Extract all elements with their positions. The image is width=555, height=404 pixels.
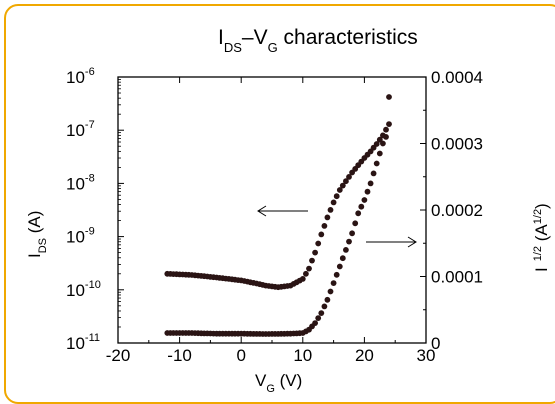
ids-data-point [386,121,392,127]
chart-title: IDS–VG characteristics [218,26,418,55]
y-right-tick-label: 0 [431,334,440,353]
series-sqrt-ids [164,94,392,337]
y-right-tick-labels: 0 0.0001 0.0002 0.0003 0.0004 [431,68,483,353]
x-tick-label: 30 [417,346,436,365]
y-left-tick-label: 10-10 [66,279,101,300]
sqrt-ids-data-point [383,134,389,140]
ids-data-point [315,240,322,247]
y-right-axis-label: I1/2 (A1/2) [532,203,551,272]
y-right-tick-label: 0.0002 [431,201,483,220]
y-right-tick-label: 0.0003 [431,135,483,154]
sqrt-ids-data-point [312,320,318,326]
ids-data-point [318,231,325,238]
x-tick-label: 10 [293,346,312,365]
sqrt-ids-data-point [355,210,362,217]
x-tick-label: 20 [355,346,374,365]
ids-data-point [330,199,337,206]
sqrt-ids-data-point [364,188,371,195]
ids-data-point [321,223,328,229]
ids-data-point [333,193,340,200]
sqrt-ids-data-point [358,203,365,210]
sqrt-ids-data-point [343,247,349,253]
x-axis-label: VG (V) [255,371,302,395]
ids-data-point [306,265,312,272]
y-left-axis-label: IDS (A) [25,211,49,258]
arrow-right-annotation [366,236,417,248]
sqrt-ids-data-point [386,94,392,100]
sqrt-ids-data-point [346,238,352,245]
sqrt-ids-data-point [324,296,331,303]
sqrt-ids-data-point [370,170,377,177]
sqrt-ids-data-point [380,140,386,147]
sqrt-ids-data-point [373,160,380,167]
ids-data-point [336,187,343,193]
plot-frame [117,76,427,344]
ids-data-point [309,257,315,264]
sqrt-ids-data-point [321,303,328,310]
sqrt-ids-data-point [327,288,334,295]
x-tick-label: -10 [167,346,192,365]
x-tick-labels: -20 -10 0 10 20 30 [106,346,436,365]
sqrt-ids-data-point [318,310,325,316]
ids-data-point [312,249,318,256]
ids-data-point [383,126,389,133]
figure-panel [4,4,555,404]
sqrt-ids-data-point [376,150,383,157]
ids-data-point [346,174,352,180]
y-left-tick-label: 10-7 [66,119,95,140]
ids-data-point [324,214,331,221]
sqrt-ids-data-point [336,263,343,270]
y-left-tick-labels: 10-11 10-10 10-9 10-8 10-7 10-6 [66,66,101,353]
ids-data-point [327,207,334,213]
series-ids-log [164,121,392,291]
sqrt-ids-data-point [333,271,340,278]
arrow-left-annotation [257,205,308,217]
y-right-tick-label: 0.0001 [431,268,483,287]
y-left-tick-label: 10-6 [66,66,95,87]
y-left-tick-label: 10-9 [66,226,95,247]
sqrt-ids-data-point [361,197,368,203]
sqrt-ids-data-point [330,280,337,286]
y-left-tick-label: 10-11 [66,332,100,353]
y-right-tick-label: 0.0004 [431,68,483,87]
sqrt-ids-data-point [367,180,374,187]
x-tick-label: -20 [106,346,131,365]
ids-data-point [299,276,306,282]
sqrt-ids-data-point [349,230,355,237]
ids-data-point [303,270,309,277]
axis-ticks [117,76,427,344]
y-left-tick-label: 10-8 [66,172,95,193]
ids-data-point [339,182,346,189]
ids-data-point [373,141,380,147]
sqrt-ids-data-point [339,255,346,262]
ids-data-point [343,178,349,185]
sqrt-ids-data-point [352,220,359,227]
x-tick-label: 0 [236,346,245,365]
sqrt-ids-data-point [315,315,322,321]
